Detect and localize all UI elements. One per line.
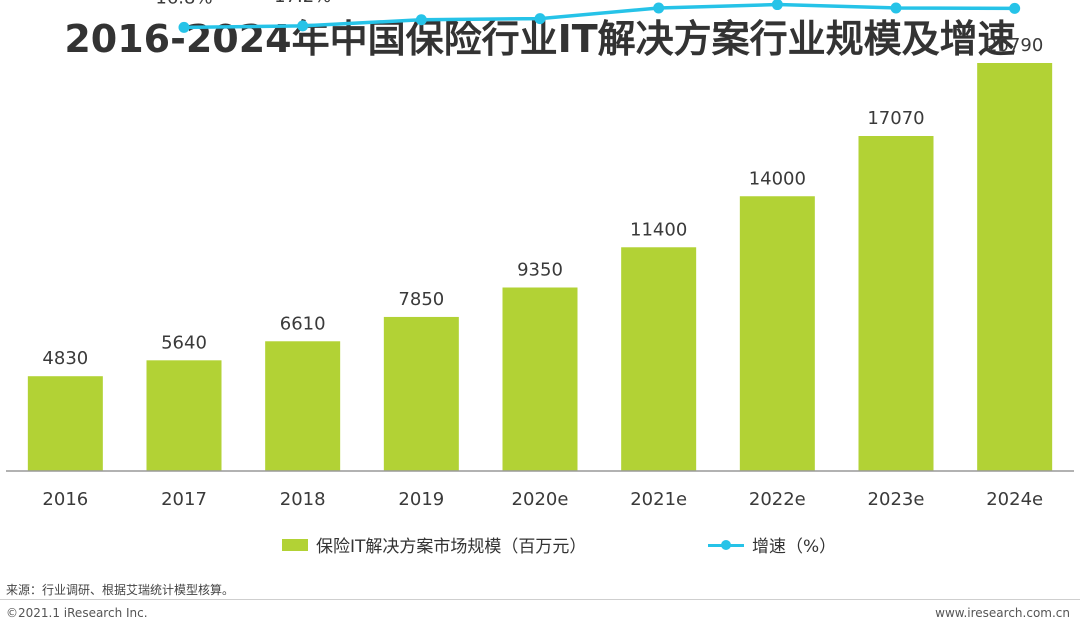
chart-legend: 保险IT解决方案市场规模（百万元） 增速（%） bbox=[0, 532, 1080, 558]
growth-point-2022e bbox=[771, 0, 783, 11]
growth-rate-line bbox=[183, 2, 1015, 30]
growth-label-2017: 16.8% bbox=[155, 0, 212, 8]
bar-2017 bbox=[146, 360, 222, 471]
legend-item-bar: 保险IT解决方案市场规模（百万元） bbox=[282, 532, 586, 557]
growth-point-2018 bbox=[297, 20, 309, 32]
x-tick-label-2023e: 2023e bbox=[868, 489, 925, 510]
bar-value-label-2017: 5640 bbox=[161, 332, 207, 353]
website-link[interactable]: www.iresearch.com.cn bbox=[935, 606, 1070, 620]
legend-line-label: 增速（%） bbox=[752, 537, 837, 557]
bar-value-label-2021e: 11400 bbox=[630, 219, 687, 240]
chart-canvas: 4830 2016 5640 2017 6610 2018 7850 2019 9350 2020… bbox=[6, 0, 1074, 510]
bar-value-label-2022e: 14000 bbox=[749, 168, 806, 189]
bar-value-label-2024e: 20790 bbox=[986, 35, 1043, 56]
legend-bar-swatch bbox=[282, 538, 308, 551]
bar-2018 bbox=[265, 341, 341, 471]
growth-point-2019 bbox=[415, 14, 427, 26]
x-tick-label-2024e: 2024e bbox=[986, 489, 1043, 510]
x-tick-label-2016: 2016 bbox=[42, 489, 88, 510]
footer-divider bbox=[0, 599, 1080, 600]
legend-line-swatch bbox=[708, 539, 744, 551]
x-tick-label-2017: 2017 bbox=[161, 489, 207, 510]
growth-point-2023e bbox=[890, 2, 902, 14]
copyright-text: ©2021.1 iResearch Inc. bbox=[6, 606, 148, 620]
x-tick-label-2018: 2018 bbox=[280, 489, 326, 510]
x-tick-label-2022e: 2022e bbox=[749, 489, 806, 510]
bar-value-label-2019: 7850 bbox=[398, 289, 444, 310]
growth-point-2017 bbox=[178, 21, 190, 33]
bar-2023e bbox=[858, 136, 934, 471]
bar-2024e bbox=[977, 62, 1053, 472]
x-tick-label-2019: 2019 bbox=[398, 489, 444, 510]
growth-label-2019: 18.8% bbox=[393, 0, 450, 1]
legend-bar-label: 保险IT解决方案市场规模（百万元） bbox=[316, 537, 587, 557]
x-tick-label-2020e: 2020e bbox=[512, 489, 569, 510]
bar-value-label-2020e: 9350 bbox=[517, 260, 563, 281]
growth-label-2018: 17.2% bbox=[274, 0, 331, 7]
bar-2021e bbox=[621, 247, 697, 471]
bar-2020e bbox=[502, 287, 578, 471]
bar-2022e bbox=[739, 196, 815, 471]
chart-title: 2016-2024年中国保险行业IT解决方案行业规模及增速 bbox=[64, 17, 1016, 61]
bar-value-label-2016: 4830 bbox=[42, 348, 88, 369]
growth-point-2024e bbox=[1009, 2, 1021, 14]
bar-value-label-2023e: 17070 bbox=[867, 108, 924, 129]
x-tick-label-2021e: 2021e bbox=[630, 489, 687, 510]
growth-point-2021e bbox=[653, 2, 665, 14]
bar-2019 bbox=[383, 316, 459, 471]
bar-value-label-2018: 6610 bbox=[280, 313, 326, 334]
bar-2016 bbox=[27, 376, 103, 471]
source-note: 来源：行业调研、根据艾瑞统计模型核算。 bbox=[6, 583, 235, 597]
growth-point-2020e bbox=[534, 13, 546, 25]
legend-item-line: 增速（%） bbox=[708, 532, 836, 557]
